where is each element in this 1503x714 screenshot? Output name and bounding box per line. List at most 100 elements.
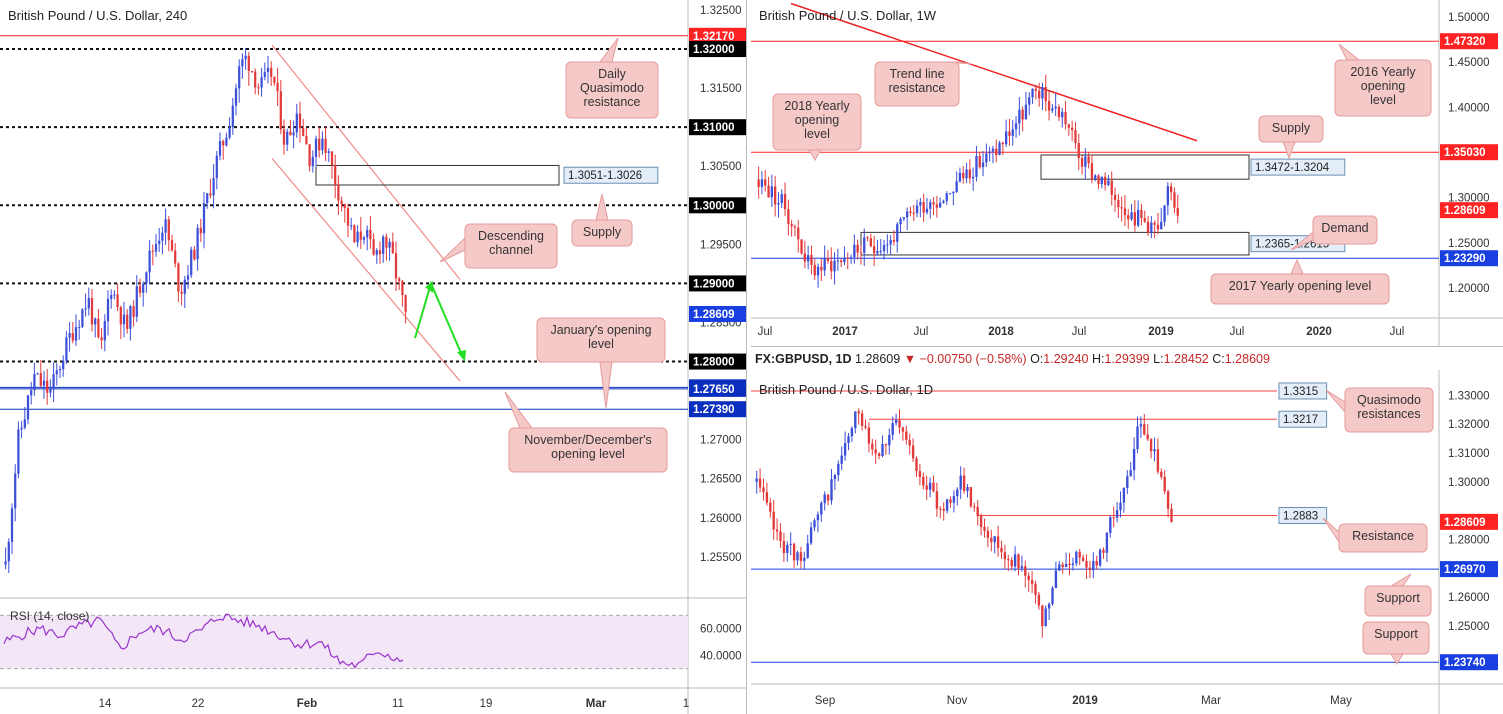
h4-candle (170, 240, 174, 251)
h4-candle (359, 231, 362, 240)
h4-candle (369, 229, 372, 240)
symbol-label: FX:GBPUSD, 1D (755, 352, 852, 366)
daily-candle (969, 487, 973, 507)
january-note-text: January's opening (550, 323, 651, 337)
trendline (790, 2, 1198, 142)
daily-candle (935, 491, 939, 509)
level-price-label: 1.29000 (693, 278, 735, 290)
price-tick: 1.26500 (700, 474, 742, 486)
resistance-label-bg (1278, 506, 1328, 524)
weekly-candle (935, 204, 939, 208)
novdec-note-box (508, 427, 668, 473)
yearly2018-note-pointer (808, 149, 822, 161)
h4-chart-panel[interactable]: 1.32500 1.31500 1.30500 1.29500 1.28500 1.270… (0, 0, 747, 714)
h4-candle (132, 306, 135, 317)
level-price-label-bg (689, 27, 746, 44)
level-price-label: 1.23290 (1444, 253, 1486, 265)
weekly-candle (902, 217, 906, 219)
h4-candle (401, 281, 404, 296)
weekly-candle (853, 244, 856, 258)
h4-candle (33, 374, 36, 391)
h4-candle (404, 295, 407, 312)
support2-note-text: Support (1374, 627, 1418, 641)
daily-candle (769, 502, 772, 512)
h4-candle (110, 295, 113, 299)
weekly-candle (813, 264, 816, 276)
h4-candle (202, 203, 206, 234)
daily-candle (956, 489, 959, 497)
weekly-candle (846, 257, 849, 259)
price-change: −0.00750 (−0.58%) (919, 352, 1027, 366)
h4-candle (295, 113, 298, 133)
weekly-candle (787, 209, 790, 225)
h4-candle (378, 250, 382, 255)
weekly-candle (876, 251, 879, 254)
daily-symbol-line: FX:GBPUSD, 1D 1.28609 ▼ −0.00750 (−0.58%… (755, 352, 1270, 366)
daily-candle (799, 552, 803, 561)
daily-candle (996, 536, 1000, 548)
level-price-label: 1.23740 (1444, 657, 1486, 669)
daily-candle (860, 413, 864, 426)
daily-candle (867, 427, 871, 444)
h4-candle (62, 361, 65, 370)
daily-candle (928, 482, 932, 490)
price-tick: 1.29500 (700, 239, 742, 251)
price-tick: 1.32000 (1448, 419, 1490, 431)
h4-chart[interactable]: 1.325001.315001.305001.295001.285001.270… (0, 0, 746, 714)
daily-chart[interactable]: 1.33000 1.32000 1.31000 1.30000 1.28000 1.260… (751, 350, 1503, 714)
time-tick: 14 (99, 698, 112, 710)
time-tick: Jul (1390, 326, 1405, 338)
h4-candle (180, 291, 183, 294)
h4-candle (305, 135, 308, 145)
h4-candle (183, 279, 186, 294)
daily-candle (1085, 560, 1088, 568)
h4-candle (106, 298, 110, 322)
price-tick: 1.25500 (700, 552, 742, 564)
demand-zone-label: 1.2365-1.2615 (1255, 239, 1329, 251)
daily-candle (809, 527, 813, 544)
weekly-candle (1018, 109, 1021, 124)
daily-candle (765, 492, 769, 503)
weekly-candle (1176, 207, 1179, 216)
weekly-candle (919, 202, 922, 206)
weekly-candle (1107, 180, 1110, 185)
h4-candle (375, 250, 378, 255)
price-tick: 1.40000 (1448, 102, 1490, 114)
h4-candle (346, 208, 350, 226)
weekly-candle (806, 255, 810, 262)
weekly-candle (968, 169, 972, 179)
h4-candle (209, 193, 212, 196)
weekly-candle (1047, 101, 1051, 111)
weekly-candle (823, 257, 826, 271)
weekly-candle (767, 185, 770, 198)
h4-candle (154, 243, 158, 252)
weekly-chart[interactable]: 1.50000 1.45000 1.40000 1.30000 1.25000 1.200… (751, 0, 1503, 346)
yearly2018-note-text: opening (795, 113, 840, 127)
daily-candle (837, 463, 840, 476)
h4-candle (254, 71, 257, 88)
daily-candle (1163, 476, 1166, 492)
daily-candle (908, 439, 911, 446)
h4-candle (129, 306, 132, 329)
daily-candle (840, 455, 843, 464)
supply-note-pointer (1282, 141, 1296, 160)
h4-candle (46, 380, 49, 393)
weekly-candle (863, 237, 866, 253)
price-tick: 1.26000 (700, 513, 742, 525)
level-price-label-bg (1440, 561, 1498, 578)
daily-candle (1126, 476, 1129, 489)
h4-candle (65, 337, 68, 362)
daily-candle (939, 508, 942, 510)
daily-candle (1122, 488, 1126, 503)
daily-candle (1136, 426, 1139, 450)
level-price-label-bg (689, 401, 746, 418)
daily-chart-panel[interactable]: 1.33000 1.32000 1.31000 1.30000 1.28000 1.260… (751, 350, 1503, 714)
daily-candle (1102, 549, 1105, 553)
weekly-chart-panel[interactable]: 1.50000 1.45000 1.40000 1.30000 1.25000 1.200… (751, 0, 1503, 347)
price-tick: 1.30000 (1448, 477, 1490, 489)
level-price-label-bg (1440, 144, 1498, 161)
weekly-candle (899, 218, 902, 225)
daily-candle (826, 494, 830, 501)
price-tick: 1.31500 (700, 83, 742, 95)
price-tick: 1.31000 (1448, 448, 1490, 460)
